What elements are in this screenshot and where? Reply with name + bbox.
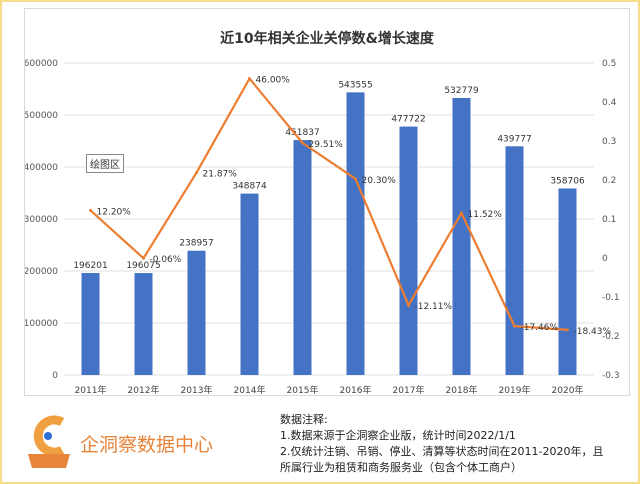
line-point (195, 171, 198, 175)
line-point (89, 208, 92, 212)
chart: 近10年相关企业关停数&增长速度 0 100000 200000 300000 40000… (24, 30, 620, 396)
line-label: 29.51% (309, 140, 344, 150)
line-label: 20.30% (362, 176, 397, 186)
x-tick-label: 2013年 (181, 384, 213, 395)
bar-label: 439777 (497, 134, 531, 144)
line-label: -17.46% (521, 323, 559, 333)
y-tick-label: 300000 (25, 215, 58, 225)
bar (293, 140, 312, 375)
bar (452, 97, 471, 375)
bar (134, 273, 153, 375)
line-point (354, 177, 357, 181)
bar-label: 477722 (391, 115, 425, 125)
bar-label: 543555 (338, 80, 372, 90)
x-tick-label: 2015年 (287, 384, 319, 395)
y2-tick-label: 0.3 (602, 137, 616, 147)
y-tick-label: 200000 (25, 267, 58, 277)
bar-label: 196201 (73, 261, 107, 271)
bar (346, 92, 365, 375)
bar (81, 272, 100, 375)
y2-tick-label: -0.1 (602, 293, 620, 303)
line-label: 12.20% (97, 207, 132, 217)
chart-area: 近10年相关企业关停数&增长速度 0 100000 200000 300000 40000… (24, 8, 630, 396)
brand-name: 企洞察数据中心 (80, 434, 214, 456)
y2-tick-label: 0.1 (602, 215, 616, 225)
y2-tick-label: -0.2 (602, 332, 620, 342)
bar-label: 348874 (232, 182, 267, 192)
line-point (513, 324, 516, 328)
logo-icon (28, 415, 70, 468)
x-tick-label: 2012年 (128, 384, 160, 395)
bar-label: 238957 (179, 239, 213, 249)
y2-tick-label: 0 (602, 254, 608, 264)
y-tick-label: 0 (52, 371, 58, 381)
line-label: -0.06% (150, 255, 182, 265)
bar (399, 126, 418, 375)
y2-tick-label: 0.4 (602, 98, 617, 108)
x-tick-label: 2020年 (552, 384, 584, 395)
line-label: -18.43% (574, 327, 612, 337)
x-tick-label: 2011年 (75, 384, 107, 395)
bar (558, 188, 577, 375)
x-tick-label: 2018年 (446, 384, 478, 395)
note-1: 1.数据来源于企洞察企业版，统计时间2022/1/1 (280, 429, 516, 442)
x-tick-label: 2014年 (234, 384, 266, 395)
y-tick-label: 400000 (25, 163, 58, 173)
bar-label: 196075 (126, 261, 160, 271)
line-point (301, 141, 304, 145)
line-label: -12.11% (415, 302, 453, 312)
bar-label: 451837 (285, 128, 319, 138)
line-label: 21.87% (203, 170, 238, 180)
y-tick-label: 100000 (25, 319, 58, 329)
bar-label: 532779 (444, 86, 479, 96)
growth-line (89, 76, 568, 331)
line-point (460, 211, 463, 215)
y2-tick-label: -0.3 (602, 371, 620, 381)
bar (240, 193, 259, 375)
line-point (566, 328, 569, 332)
y-tick-label: 600000 (25, 59, 58, 69)
bar (505, 146, 524, 375)
chart-title: 近10年相关企业关停数&增长速度 (220, 30, 435, 47)
notes-title: 数据注释: (280, 413, 328, 426)
x-tick-label: 2017年 (393, 384, 425, 395)
y2-tick-label: 0.2 (602, 176, 616, 186)
note-2: 2.仅统计注销、吊销、停业、清算等状态时间在2011-2020年，且所属行业为租… (280, 445, 604, 474)
bar-label: 358706 (550, 176, 585, 186)
y-tick-label: 500000 (25, 111, 58, 121)
line-label: 11.52% (468, 210, 503, 220)
data-notes: 数据注释: 1.数据来源于企洞察企业版，统计时间2022/1/1 2.仅统计注销… (280, 412, 610, 476)
line-label: 46.00% (256, 76, 291, 86)
x-tick-label: 2016年 (340, 384, 372, 395)
plot-area-label: 绘图区 (86, 154, 124, 173)
x-tick-label: 2019年 (499, 384, 531, 395)
line-point (407, 303, 410, 307)
line-point (142, 256, 145, 260)
bar (187, 250, 206, 375)
y2-tick-label: 0.5 (602, 59, 616, 69)
line-point (248, 77, 251, 81)
